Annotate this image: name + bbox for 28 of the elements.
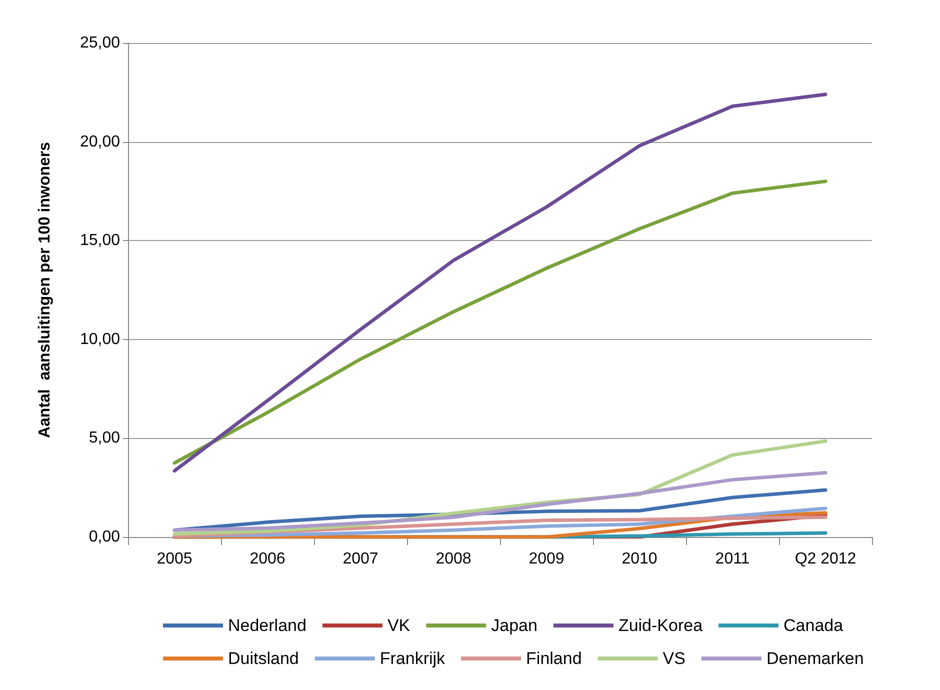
- x-tick-label: 2008: [436, 550, 472, 568]
- legend-label: Duitsland: [228, 649, 299, 668]
- legend-label: Finland: [526, 649, 582, 668]
- legend-label: VK: [387, 616, 411, 635]
- line-series: [172, 180, 828, 465]
- y-tick-label: 25,00: [80, 34, 120, 52]
- x-tick-label: 2011: [715, 550, 750, 568]
- y-tick-label: 10,00: [80, 330, 120, 348]
- x-tick-label: 2010: [622, 550, 658, 568]
- y-tick-label: 0,00: [88, 528, 120, 546]
- legend-label: Zuid-Korea: [618, 616, 704, 635]
- legend-label: Nederland: [228, 616, 306, 635]
- y-tick-label: 5,00: [88, 430, 120, 447]
- x-tick-label: 2007: [342, 550, 378, 568]
- line-series: [172, 92, 828, 473]
- legend-label: Japan: [491, 616, 538, 635]
- line-series: [172, 471, 828, 532]
- x-tick-label: 2006: [250, 550, 286, 568]
- x-tick-label: 2005: [156, 550, 192, 568]
- x-tick-label: 2009: [528, 550, 564, 568]
- y-tick-label: 15,00: [80, 232, 120, 250]
- x-tick-label: Q2 2012: [794, 550, 856, 568]
- y-axis-title: Aantal aansluitingen per 100 inwoners: [36, 142, 54, 438]
- y-tick-label: 20,00: [80, 133, 120, 150]
- legend-label: Frankrijk: [380, 649, 446, 668]
- legend-label: Canada: [784, 616, 844, 635]
- legend-label: Denemarken: [766, 649, 864, 668]
- legend-label: VS: [662, 649, 686, 668]
